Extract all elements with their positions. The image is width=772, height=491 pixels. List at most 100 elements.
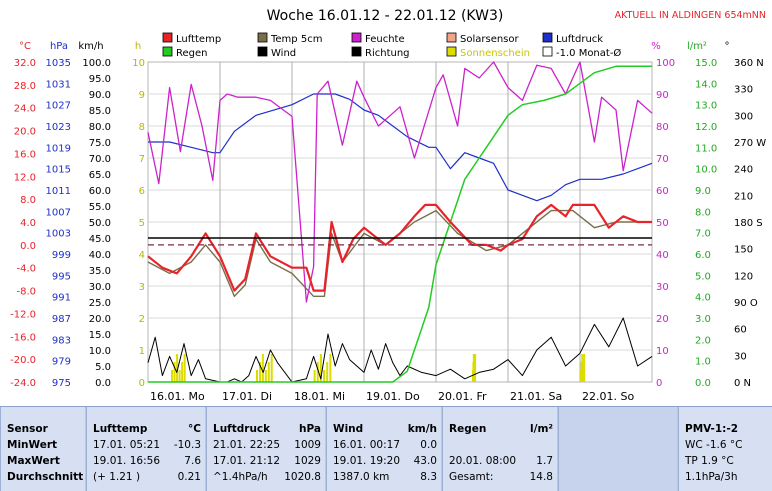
wind-tick-label: 95.0 (89, 74, 111, 85)
pressure-tick-label: 979 (52, 357, 71, 368)
axis-unit-label: hPa (50, 41, 68, 52)
sunshine-bar (183, 354, 186, 382)
pressure-trend: ^1.4hPa/h (213, 471, 268, 483)
wind-tick-label: 90.0 (89, 90, 111, 101)
wind-tick-label: 60.0 (89, 186, 111, 197)
rain-tick-label: 1.0 (695, 357, 711, 368)
humidity-tick-label: 60 (656, 186, 669, 197)
sunshine-bar (258, 362, 261, 382)
pressure-tick-label: 1027 (46, 101, 71, 112)
temp-tick-label: -24.0 (10, 378, 36, 389)
legend-label: Regen (176, 48, 208, 59)
pressure-line (148, 93, 653, 202)
sunshine-bar (583, 354, 586, 382)
temp-tick-label: -16.0 (10, 332, 36, 343)
temp-tick-label: 28.0 (14, 81, 36, 92)
sunshine-bar (313, 370, 316, 382)
humidity-tick-label: 70 (656, 154, 669, 165)
location-notice: AKTUELL IN ALDINGEN 654mNN (615, 10, 766, 21)
rain-tick-label: 0.0 (695, 378, 711, 389)
day-label: 20.01. Fr (438, 390, 487, 403)
pressure-max-time: 17.01. 21:12 (213, 455, 280, 467)
wind-tick-label: 55.0 (89, 202, 111, 213)
rain-tick-label: 10.0 (695, 165, 717, 176)
temp-tick-label: -12.0 (10, 309, 36, 320)
sunshine-bar (581, 354, 584, 382)
sunshine-bar (256, 370, 258, 382)
legend-swatch (542, 32, 553, 43)
pressure-tick-label: 1015 (46, 165, 71, 176)
sunshine-bars (171, 354, 586, 382)
day-label: 16.01. Mo (150, 390, 205, 403)
axis-unit-label: km/h (78, 41, 103, 52)
stats-pressure-title: Luftdruck (213, 423, 271, 435)
rain-tick-label: 7.0 (695, 229, 711, 240)
temp-tick-label: 16.0 (14, 149, 36, 160)
weather-chart: °C hPa km/h h% l/m² °32.028.024.020.016.012.0… (10, 8, 766, 403)
legend-label: Lufttemp (176, 34, 221, 45)
wind-tick-label: 10.0 (89, 346, 111, 357)
stats-pmv-title: PMV-1:-2 (685, 423, 739, 435)
legend: Lufttemp Temp 5cm Feuchte Solarsensor Luftdr… (162, 32, 621, 59)
sunshine-tick-label: 7 (139, 154, 145, 165)
sunshine-tick-label: 1 (139, 346, 145, 357)
sunshine-tick-label: 0 (139, 378, 145, 389)
wind-tick-label: 45.0 (89, 234, 111, 245)
rain-tick-label: 12.0 (695, 122, 717, 133)
humidity-line (147, 61, 653, 303)
axes: °C hPa km/h h% l/m² °32.028.024.020.016.012.0… (10, 41, 766, 403)
wind-max-time: 19.01. 19:20 (333, 455, 400, 467)
stats-wind-title: Wind (333, 423, 364, 435)
pressure-tick-label: 1035 (46, 58, 71, 69)
stats-sensor-title: Sensor (7, 423, 48, 435)
day-label: 21.01. Sa (510, 390, 562, 403)
legend-swatch (446, 46, 457, 57)
wind-tick-label: 70.0 (89, 154, 111, 165)
chart-title: Woche 16.01.12 - 22.01.12 (KW3) (267, 8, 504, 24)
pressure-tick-label: 983 (52, 335, 71, 346)
temp-min-time: 17.01. 05:21 (93, 439, 160, 451)
pressure-tick-label: 1007 (46, 207, 71, 218)
wind-distance: 1387.0 km (333, 471, 390, 483)
legend-label: Feuchte (365, 34, 405, 45)
direction-tick-label: 330 (734, 85, 753, 96)
sunshine-bar (323, 370, 326, 382)
axis-unit-label: ° (725, 41, 730, 52)
statistics-panel: Sensor MinWert MaxWert Durchschnitt Luft… (0, 406, 772, 491)
row-label-max: MaxWert (7, 455, 60, 467)
temp-tick-label: -20.0 (10, 355, 36, 366)
rain-total-label: Gesamt: (449, 471, 494, 483)
rain-tick-label: 14.0 (695, 79, 717, 90)
temp-tick-label: 24.0 (14, 104, 36, 115)
wind-tick-label: 0.0 (95, 378, 111, 389)
series-lines (147, 61, 653, 383)
wind-avg-value: 8.3 (420, 471, 437, 483)
sunshine-bar (178, 370, 181, 382)
sunshine-tick-label: 10 (132, 58, 145, 69)
sunshine-bar (181, 362, 184, 382)
sunshine-tick-label: 8 (139, 122, 145, 133)
plot-grid (147, 61, 653, 383)
temp-tick-label: 8.0 (20, 195, 36, 206)
pmv-dewpoint: TP 1.9 °C (685, 455, 734, 467)
sunshine-bar (270, 354, 273, 382)
air-temp-line (147, 203, 652, 292)
wind-tick-label: 35.0 (89, 266, 111, 277)
direction-tick-label: 360 N (734, 58, 764, 69)
wind-tick-label: 100.0 (82, 58, 111, 69)
wind-tick-label: 75.0 (89, 138, 111, 149)
pressure-tick-label: 991 (52, 293, 71, 304)
rain-tick-label: 8.0 (695, 207, 711, 218)
sunshine-tick-label: 3 (139, 282, 145, 293)
sunshine-tick-label: 5 (139, 218, 145, 229)
humidity-tick-label: 90 (656, 90, 669, 101)
temp-tick-label: 4.0 (20, 218, 36, 229)
day-label: 17.01. Di (222, 390, 272, 403)
wind-line (147, 317, 653, 383)
legend-swatch (257, 46, 268, 57)
temp-avg-value: 0.21 (177, 471, 201, 483)
temp-tick-label: 0.0 (20, 241, 36, 252)
stats-temp-title: Lufttemp (93, 423, 148, 435)
temp-tick-label: -8.0 (16, 287, 36, 298)
stats-temp: Lufttemp °C 17.01. 05:21 -10.3 19.01. 16:5… (86, 407, 205, 491)
